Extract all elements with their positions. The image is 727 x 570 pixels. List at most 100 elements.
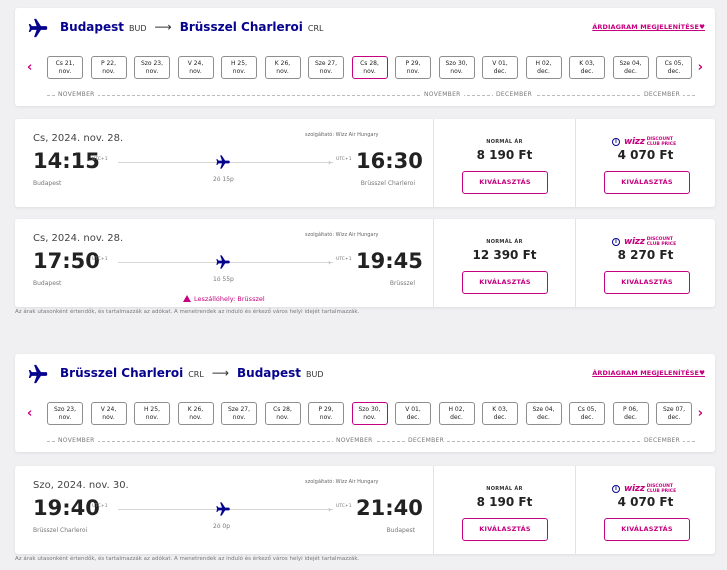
track-end-chevron-icon: › bbox=[328, 505, 332, 514]
date-option[interactable]: V 01, dec. bbox=[482, 56, 518, 79]
route-text: Budapest BUD ⟶ Brüsszel Charleroi CRL bbox=[60, 20, 324, 34]
date-month: nov. bbox=[363, 68, 376, 75]
flight-duration: 2ó 15p bbox=[213, 176, 234, 183]
date-option[interactable]: Cs 28, nov. bbox=[351, 56, 388, 79]
fare-chart-label: ÁRDIAGRAM MEGJELENÍTÉSE bbox=[592, 369, 700, 377]
destination-code: CRL bbox=[307, 24, 324, 33]
chevron-left-icon[interactable]: ‹ bbox=[27, 406, 33, 421]
date-option[interactable]: Cs 28, nov. bbox=[264, 402, 301, 425]
month-label: DECEMBER bbox=[641, 437, 684, 444]
date-month: nov. bbox=[145, 68, 159, 75]
date-option[interactable]: H 02, dec. bbox=[525, 56, 562, 79]
date-option[interactable]: Szo 30, nov. bbox=[351, 402, 388, 425]
arrival-city: Brüsszel bbox=[389, 280, 415, 287]
club-label-line1: DISCOUNT bbox=[646, 137, 673, 142]
departure-city: Budapest bbox=[33, 180, 62, 187]
date-day: P 29, bbox=[318, 406, 334, 413]
flight-duration: 1ó 55p bbox=[213, 276, 234, 283]
normal-price-label: NORMÁL ÁR bbox=[486, 139, 523, 145]
landing-note: Leszállóhely: Brüsszel bbox=[183, 295, 265, 303]
date-option[interactable]: Sze 27, nov. bbox=[221, 402, 257, 425]
date-option[interactable]: Sze 04, dec. bbox=[612, 56, 649, 79]
date-option[interactable]: Sze 04, dec. bbox=[525, 402, 562, 425]
date-option[interactable]: H 25, nov. bbox=[134, 402, 170, 425]
fare-chart-label: ÁRDIAGRAM MEGJELENÍTÉSE bbox=[592, 23, 700, 31]
departure-time: 17:50 bbox=[33, 249, 100, 273]
date-day: Szo 30, bbox=[358, 406, 381, 413]
date-day: P 22, bbox=[100, 60, 117, 67]
date-option[interactable]: V 24, nov. bbox=[177, 56, 214, 79]
flight-date: Cs, 2024. nov. 28. bbox=[33, 133, 124, 144]
date-option[interactable]: K 26, nov. bbox=[264, 56, 301, 79]
flight-card: Szo, 2024. nov. 30. szolgáltató: Wizz Air… bbox=[15, 466, 715, 554]
chevron-right-icon[interactable]: › bbox=[697, 406, 703, 421]
flight-card: Cs, 2024. nov. 28. szolgáltató: Wizz Air … bbox=[15, 119, 715, 207]
arrival-time: 21:40 bbox=[356, 496, 423, 520]
date-option[interactable]: K 03, dec. bbox=[482, 402, 518, 425]
date-option[interactable]: V 01, dec. bbox=[395, 402, 431, 425]
airplane-icon bbox=[215, 501, 231, 517]
date-option[interactable]: Cs 05, dec. bbox=[569, 402, 605, 425]
normal-price: 12 390 Ft bbox=[472, 248, 537, 262]
select-club-button[interactable]: KIVÁLASZTÁS bbox=[604, 171, 690, 194]
date-option[interactable]: Cs 05, dec. bbox=[656, 56, 692, 79]
price-note: Az árak utasonként értendők, és tartalma… bbox=[15, 556, 360, 562]
landing-text: Leszállóhely: Brüsszel bbox=[194, 295, 265, 303]
heart-icon: ♥ bbox=[699, 23, 705, 31]
date-day: K 26, bbox=[187, 406, 204, 413]
select-club-button[interactable]: KIVÁLASZTÁS bbox=[604, 271, 690, 294]
date-option[interactable]: H 02, dec. bbox=[438, 402, 475, 425]
date-month: dec. bbox=[450, 414, 463, 421]
date-month: nov. bbox=[102, 68, 115, 75]
route-text: Brüsszel Charleroi CRL ⟶ Budapest BUD bbox=[60, 366, 324, 380]
outbound-header: Budapest BUD ⟶ Brüsszel Charleroi CRL ÁR… bbox=[15, 8, 715, 106]
select-normal-button[interactable]: KIVÁLASZTÁS bbox=[462, 518, 548, 541]
date-month: dec. bbox=[537, 414, 550, 421]
fare-chart-link[interactable]: ÁRDIAGRAM MEGJELENÍTÉSE♥ bbox=[592, 23, 705, 31]
select-normal-button[interactable]: KIVÁLASZTÁS bbox=[462, 271, 548, 294]
chevron-left-icon[interactable]: ‹ bbox=[27, 60, 33, 75]
date-option[interactable]: Cs 21, nov. bbox=[47, 56, 83, 79]
chevron-right-icon[interactable]: › bbox=[697, 60, 703, 75]
flight-date: Cs, 2024. nov. 28. bbox=[33, 233, 124, 244]
arrival-city: Budapest bbox=[386, 527, 415, 534]
departure-city: Brüsszel Charleroi bbox=[33, 527, 88, 534]
date-option[interactable]: Szo 23, nov. bbox=[134, 56, 170, 79]
airplane-icon bbox=[28, 364, 48, 384]
month-label: NOVEMBER bbox=[333, 437, 376, 444]
normal-price-column: NORMÁL ÁR 12 390 Ft KIVÁLASZTÁS bbox=[433, 219, 575, 307]
return-header: Brüsszel Charleroi CRL ⟶ Budapest BUD ÁR… bbox=[15, 354, 715, 452]
date-option[interactable]: V 24, nov. bbox=[90, 402, 127, 425]
club-price: 4 070 Ft bbox=[617, 148, 674, 162]
date-carousel: ‹ › Szo 23, nov. V 24, nov. H 25, nov. K 26, no… bbox=[15, 402, 715, 428]
date-month: nov. bbox=[276, 68, 289, 75]
date-option[interactable]: Sze 27, nov. bbox=[308, 56, 344, 79]
info-icon[interactable]: i bbox=[612, 138, 620, 146]
fare-chart-link[interactable]: ÁRDIAGRAM MEGJELENÍTÉSE♥ bbox=[592, 369, 705, 377]
club-label: DISCOUNT CLUB PRICE bbox=[647, 137, 676, 147]
departure-utc: UTC+1 bbox=[92, 257, 108, 262]
date-option[interactable]: P 29, nov. bbox=[395, 56, 431, 79]
info-icon[interactable]: i bbox=[612, 238, 620, 246]
date-option[interactable]: Szo 30, nov. bbox=[438, 56, 475, 79]
date-option[interactable]: K 03, dec. bbox=[569, 56, 605, 79]
select-normal-button[interactable]: KIVÁLASZTÁS bbox=[462, 171, 548, 194]
date-option[interactable]: P 06, dec. bbox=[612, 402, 649, 425]
origin-city: Budapest bbox=[60, 20, 124, 34]
date-day: Szo 23, bbox=[140, 60, 164, 67]
date-option[interactable]: P 29, nov. bbox=[308, 402, 344, 425]
date-option[interactable]: Szo 23, nov. bbox=[47, 402, 83, 425]
date-day: Cs 28, bbox=[360, 60, 379, 67]
arrival-time: 16:30 bbox=[356, 149, 423, 173]
date-month: nov. bbox=[102, 414, 115, 421]
date-option[interactable]: P 22, nov. bbox=[90, 56, 127, 79]
club-label: DISCOUNT CLUB PRICE bbox=[647, 237, 676, 247]
wizz-discount-club-logo: i wizz DISCOUNT CLUB PRICE bbox=[612, 237, 676, 247]
date-option[interactable]: H 25, nov. bbox=[221, 56, 257, 79]
date-month: dec. bbox=[624, 414, 637, 421]
club-label-line1: DISCOUNT bbox=[646, 484, 673, 489]
info-icon[interactable]: i bbox=[612, 485, 620, 493]
date-option[interactable]: Sze 07, dec. bbox=[656, 402, 692, 425]
select-club-button[interactable]: KIVÁLASZTÁS bbox=[604, 518, 690, 541]
date-option[interactable]: K 26, nov. bbox=[177, 402, 214, 425]
